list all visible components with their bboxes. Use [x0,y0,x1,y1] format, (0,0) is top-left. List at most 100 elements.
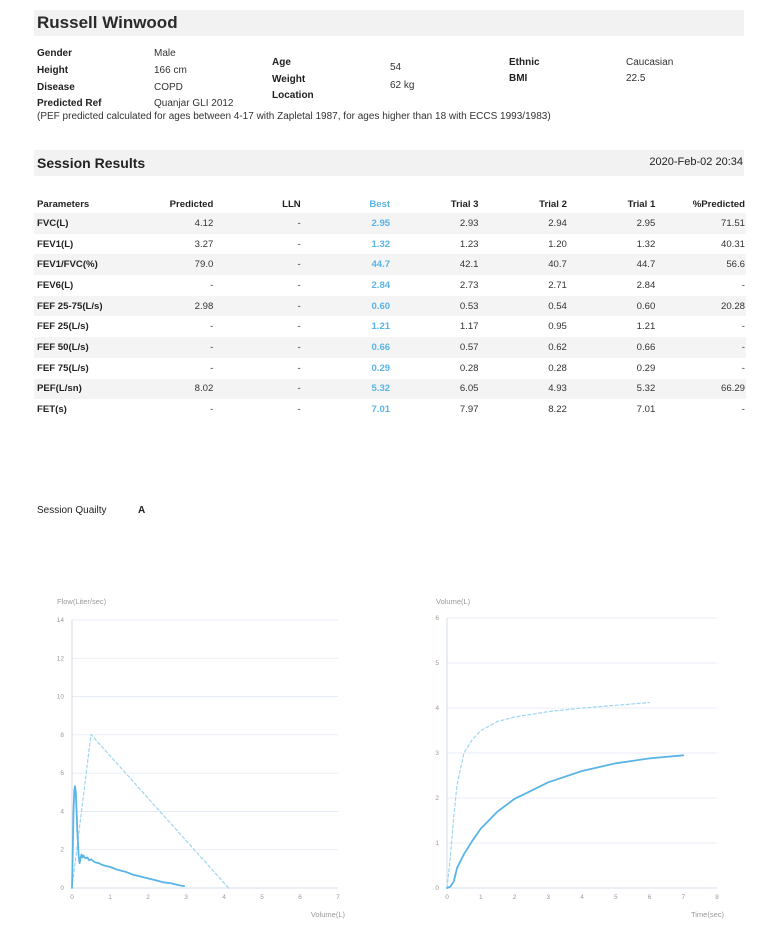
table-cell: 71.51 [655,213,746,234]
table-cell: 0.60 [566,295,656,317]
table-row: FEF 50(L/s) - -0.66 0.57 0.62 0.66- [34,337,746,358]
table-cell: 3.27 [194,238,214,250]
x-tick-label: 3 [184,894,188,901]
x-tick-label: 6 [298,894,302,901]
x-tick-label: 1 [108,894,112,901]
y-tick-label: 2 [435,795,439,802]
header-predicted: Predicted [169,198,214,210]
disease-label: Disease [37,82,75,93]
table-cell: - [213,254,301,276]
ethnic-label: Ethnic [509,57,540,68]
table-cell: 0.28 [548,362,567,374]
table-row: FVC(L) 4.12-2.95 2.93 2.94 2.95 71.51 [34,213,746,234]
session-quality-value: A [138,505,146,516]
x-axis-title: Volume(L) [311,910,346,919]
session-quality-label: Session Quailty [37,505,107,516]
header-lln: LLN [282,198,301,210]
table-cell: FET(s) [37,404,67,416]
table-cell: - [297,279,301,291]
x-tick-label: 4 [580,894,584,901]
name-banner [34,10,744,36]
table-cell: - [741,279,745,291]
table-cell: FEF 75(L/s) [37,362,89,374]
y-tick-label: 4 [435,705,439,712]
table-cell: PEF(L/sn) [34,378,157,400]
table-cell: FEV6(L) [37,279,74,291]
table-cell: 1.21 [636,321,656,333]
y-tick-label: 6 [60,770,64,777]
predicted-curve [446,701,651,889]
header-parameters: Parameters [37,198,90,210]
gender-label: Gender [37,48,73,59]
location-label: Location [272,90,314,101]
predicted-ref-value: Quanjar GLI 2012 [154,98,234,109]
table-row: FEF 75(L/s) - - 0.29 0.28 0.28 0.29 - [34,358,746,379]
measured-curve [71,785,186,889]
table-cell: FEF 50(L/s) [34,337,157,358]
table-cell: 2.94 [478,213,567,234]
table-cell: 0.62 [478,337,567,358]
y-tick-label: 14 [57,617,65,624]
x-tick-label: 2 [146,894,150,901]
table-cell: FVC(L) [34,213,157,234]
results-table: Parameters Predicted LLN Best Trial 3 Tr… [34,195,746,420]
table-cell: - [213,378,301,400]
age-value: 54 [390,62,402,73]
table-cell: 40.31 [720,238,745,250]
table-cell: 6.05 [390,378,479,400]
ethnic-value: Caucasian [626,57,674,68]
y-tick-label: 4 [60,808,64,815]
table-cell: 8.02 [156,378,214,400]
disease-value: COPD [154,82,183,93]
table-cell: - [156,337,214,358]
table-cell: 42.1 [390,254,479,276]
table-row: PEF(L/sn) 8.02-5.32 6.05 4.93 5.32 66.29 [34,378,746,400]
table-cell: - [210,279,214,291]
table-cell: 2.95 [566,213,656,234]
table-cell: 5.32 [566,378,656,400]
table-cell: - [210,321,214,333]
table-cell: FEF 25(L/s) [37,321,89,333]
table-cell: 0.57 [390,337,479,358]
table-cell: 2.84 [636,279,656,291]
x-tick-label: 5 [614,894,618,901]
y-tick-label: 1 [435,840,439,847]
header-trial-1: Trial 1 [627,198,656,210]
table-row: FEV1(L) 3.27 - 1.32 1.23 1.20 1.32 40.31 [34,234,746,255]
table-cell: FEV1(L) [37,238,74,250]
predicted-ref-label: Predicted Ref [37,98,102,109]
y-axis-title: Flow(Liter/sec) [57,597,107,606]
y-tick-label: 8 [60,732,64,739]
table-header-row: Parameters Predicted LLN Best Trial 3 Tr… [34,195,746,213]
table-cell: 0.66 [566,337,656,358]
table-cell: 1.20 [548,238,567,250]
y-tick-label: 5 [435,660,439,667]
age-label: Age [272,57,291,68]
table-cell: 0.60 [300,295,391,317]
y-tick-label: 0 [60,885,64,892]
table-cell: 1.32 [371,238,391,250]
gender-value: Male [154,48,176,59]
table-cell: - [210,404,214,416]
x-tick-label: 6 [648,894,652,901]
table-cell: 2.95 [300,213,391,234]
table-row: FEV1/FVC(%) 79.0-44.7 42.1 40.7 44.7 56.6 [34,254,746,276]
table-cell: 8.22 [548,404,567,416]
y-tick-label: 10 [57,694,65,701]
header-trial-3: Trial 3 [450,198,479,210]
x-tick-label: 3 [546,894,550,901]
y-axis-title: Volume(L) [436,597,471,606]
table-row: FEF 25-75(L/s) 2.98-0.60 0.53 0.54 0.60 20.28 [34,295,746,317]
table-cell: 2.73 [459,279,479,291]
table-cell: 79.0 [156,254,214,276]
x-tick-label: 5 [260,894,264,901]
table-cell: 2.71 [548,279,567,291]
table-cell: 2.93 [390,213,479,234]
session-banner [34,150,744,176]
session-title: Session Results [37,155,146,171]
table-cell: 56.6 [655,254,746,276]
height-label: Height [37,65,69,76]
table-cell: - [297,362,301,374]
header-best: Best [369,198,391,210]
table-cell: 44.7 [566,254,656,276]
